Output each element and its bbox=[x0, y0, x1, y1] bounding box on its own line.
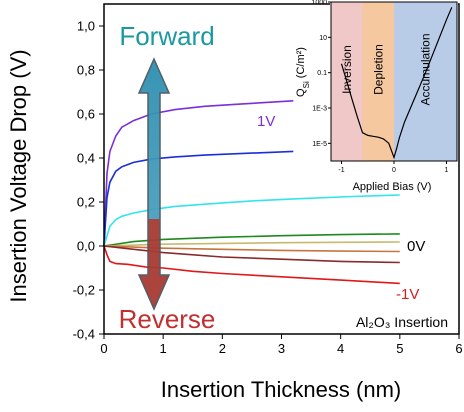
inset-region-1 bbox=[362, 2, 394, 161]
main-y-axis-title: Insertion Voltage Drop (V) bbox=[6, 49, 31, 302]
main-y-tick-label-0: -0,4 bbox=[73, 327, 95, 342]
inset-x-tick-label-2: 1 bbox=[445, 167, 449, 174]
main-y-tick-label-4: 0,4 bbox=[77, 151, 95, 166]
label-1v: 1V bbox=[257, 113, 275, 130]
main-y-tick-label-2: 0,0 bbox=[77, 239, 95, 254]
inset-region-2 bbox=[394, 2, 457, 161]
main-series-line-0 bbox=[103, 100, 294, 247]
inset-y-axis-unit: (C/m²) bbox=[295, 47, 307, 81]
main-x-axis-title: Insertion Thickness (nm) bbox=[161, 377, 401, 402]
inset-x-axis-title: Applied Bias (V) bbox=[353, 181, 432, 193]
inset-y-tick-label-2: 0.1 bbox=[317, 70, 327, 77]
inset-y-tick-label-0: 1000 bbox=[311, 0, 327, 7]
main-x-tick-label-0: 0 bbox=[100, 341, 107, 356]
inset-y-tick-label-3: 1E-3 bbox=[312, 106, 327, 113]
main-x-tick-label-2: 2 bbox=[219, 341, 226, 356]
main-y-tick-label-1: -0,2 bbox=[73, 283, 95, 298]
inset-ticks-group: -1 0 1 1000 10 0.1 1E-3 1E-5 bbox=[311, 0, 448, 174]
main-series-line-2 bbox=[103, 194, 400, 247]
inset-series-line-0 bbox=[340, 7, 453, 160]
inset-y-axis-title: QSi (C/m²) bbox=[295, 47, 311, 97]
label-neg1v: -1V bbox=[396, 286, 419, 303]
label-0v: 0V bbox=[407, 238, 425, 255]
main-x-tick-label-4: 4 bbox=[337, 341, 344, 356]
inset-region-label-1: Depletion bbox=[371, 44, 385, 95]
inset-chart: Inversion Depletion Accumulation -1 0 1 1000 1… bbox=[295, 0, 458, 193]
reverse-label: Reverse bbox=[119, 304, 216, 334]
inset-region-label-2: Accumulation bbox=[419, 33, 433, 105]
double-arrow-shape bbox=[137, 57, 171, 311]
main-y-tick-label-6: 0,8 bbox=[77, 63, 95, 78]
main-series-line-1 bbox=[103, 150, 294, 247]
forward-label: Forward bbox=[119, 21, 214, 51]
inset-region-label-0: Inversion bbox=[340, 45, 354, 94]
inset-x-tick-label-1: 0 bbox=[392, 167, 396, 174]
main-x-tick-label-3: 3 bbox=[278, 341, 285, 356]
inset-y-tick-label-4: 1E-5 bbox=[312, 141, 327, 148]
insertion-label: Al₂O₃ Insertion bbox=[356, 314, 448, 330]
main-ticks-group: 0 1 2 3 4 5 6 -0,4 -0,2 0,0 0,2 0,4 0,6 0,8 1,0 bbox=[73, 19, 463, 357]
forward-reverse-arrow bbox=[137, 57, 171, 311]
inset-series-group bbox=[340, 7, 453, 160]
inset-y-axis-main: Q bbox=[295, 88, 307, 97]
main-y-tick-label-7: 1,0 bbox=[77, 19, 95, 34]
main-x-tick-label-6: 6 bbox=[455, 341, 462, 356]
main-x-tick-label-1: 1 bbox=[160, 341, 167, 356]
inset-y-axis-subscript: Si bbox=[302, 81, 311, 88]
main-x-tick-label-5: 5 bbox=[396, 341, 403, 356]
inset-regions-group: Inversion Depletion Accumulation bbox=[331, 2, 457, 161]
main-y-tick-label-5: 0,6 bbox=[77, 107, 95, 122]
main-y-tick-label-3: 0,2 bbox=[77, 195, 95, 210]
main-series-line-3 bbox=[103, 233, 400, 247]
inset-x-tick-label-0: -1 bbox=[338, 167, 344, 174]
inset-y-tick-label-1: 10 bbox=[319, 35, 327, 42]
